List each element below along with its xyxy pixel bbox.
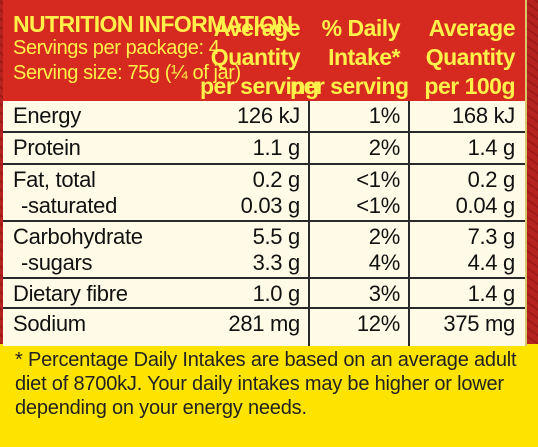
column-header-per-serving: Average Quantity per serving (200, 14, 319, 101)
nutrient-name: -saturated (21, 193, 118, 218)
daily-intake-value: 1% (368, 103, 401, 128)
nutrient-name: Sodium (13, 311, 86, 336)
column-header-line: per serving (200, 73, 319, 99)
table-line: Fat, total 0.2 g <1% 0.2 g (3, 165, 525, 192)
per-100g-value: 7.3 g (467, 224, 516, 249)
per-100g-value: 0.2 g (467, 167, 516, 192)
per-100g-value: 168 kJ (451, 103, 515, 128)
label-background (0, 344, 538, 447)
per-100g-value: 0.04 g (455, 193, 516, 218)
nutrition-header: NUTRITION INFORMATION Servings per packa… (3, 0, 525, 101)
servings-per-package: Servings per package: 4 (13, 37, 220, 59)
table-line: Carbohydrate 5.5 g 2% 7.3 g (3, 222, 525, 249)
serving-size: Serving size: 75g (¼ of jar) (13, 62, 241, 84)
daily-intake-value: 12% (356, 311, 400, 336)
column-header-daily-intake: % Daily Intake* per serving (290, 14, 409, 101)
daily-intake-value: 2% (368, 224, 401, 249)
per-serving-value: 0.2 g (252, 167, 301, 192)
column-header-line: Quantity (210, 44, 301, 70)
column-divider (308, 101, 310, 346)
column-header-line: Average (213, 15, 301, 41)
column-header-per-100g: Average Quantity per 100g (415, 14, 515, 101)
nutrient-name: Protein (13, 135, 81, 160)
column-header-line: Intake* (328, 44, 400, 70)
table-row: Sodium 281 mg 12% 375 mg (3, 309, 525, 339)
nutrition-panel: NUTRITION INFORMATION Servings per packa… (3, 0, 527, 346)
per-100g-value: 1.4 g (467, 135, 516, 160)
table-row: Carbohydrate 5.5 g 2% 7.3 g -sugars 3.3 … (3, 222, 525, 279)
footnote-line: diet of 8700kJ. Your daily intakes may b… (15, 373, 504, 395)
table-line: Energy 126 kJ 1% 168 kJ (3, 101, 525, 131)
daily-intake-value: 2% (368, 135, 401, 160)
table-row: Energy 126 kJ 1% 168 kJ (3, 101, 525, 133)
per-100g-value: 4.4 g (467, 250, 516, 275)
nutrition-table: Energy 126 kJ 1% 168 kJ Protein 1.1 g 2%… (3, 101, 525, 339)
table-row: Protein 1.1 g 2% 1.4 g (3, 133, 525, 165)
header-info: NUTRITION INFORMATION Servings per packa… (13, 11, 293, 86)
nutrient-name: Carbohydrate (13, 224, 143, 249)
per-serving-value: 281 mg (228, 311, 300, 336)
table-line: Protein 1.1 g 2% 1.4 g (3, 133, 525, 163)
column-header-line: Quantity (425, 44, 516, 70)
column-divider (408, 101, 410, 346)
daily-intake-value: <1% (356, 167, 400, 192)
nutrient-name: Dietary fibre (13, 281, 128, 306)
per-serving-value: 0.03 g (240, 193, 301, 218)
column-header-line: per 100g (424, 73, 515, 99)
per-100g-value: 375 mg (443, 311, 515, 336)
daily-intake-value: 3% (368, 281, 401, 306)
per-serving-value: 1.1 g (252, 135, 301, 160)
column-header-line: % Daily (321, 15, 401, 41)
table-row: Fat, total 0.2 g <1% 0.2 g -saturated 0.… (3, 165, 525, 222)
daily-intake-value: <1% (356, 193, 400, 218)
column-header-line: per serving (290, 73, 409, 99)
nutrition-title: NUTRITION INFORMATION (13, 11, 293, 37)
nutrient-name: Energy (13, 103, 81, 128)
table-line: -saturated 0.03 g <1% 0.04 g (3, 191, 525, 218)
nutrient-name: Fat, total (13, 167, 96, 192)
column-header-line: Average (428, 15, 516, 41)
per-serving-value: 126 kJ (236, 103, 300, 128)
per-100g-value: 1.4 g (467, 281, 516, 306)
daily-intake-value: 4% (368, 250, 401, 275)
table-line: Sodium 281 mg 12% 375 mg (3, 309, 525, 339)
per-serving-value: 1.0 g (252, 281, 301, 306)
footnote-line: depending on your energy needs. (15, 397, 307, 419)
per-serving-value: 5.5 g (252, 224, 301, 249)
table-line: -sugars 3.3 g 4% 4.4 g (3, 248, 525, 275)
table-line: Dietary fibre 1.0 g 3% 1.4 g (3, 279, 525, 307)
nutrient-name: -sugars (21, 250, 93, 275)
per-serving-value: 3.3 g (252, 250, 301, 275)
footnote-line: * Percentage Daily Intakes are based on … (15, 349, 517, 371)
footnote: * Percentage Daily Intakes are based on … (15, 348, 525, 420)
table-row: Dietary fibre 1.0 g 3% 1.4 g (3, 279, 525, 309)
